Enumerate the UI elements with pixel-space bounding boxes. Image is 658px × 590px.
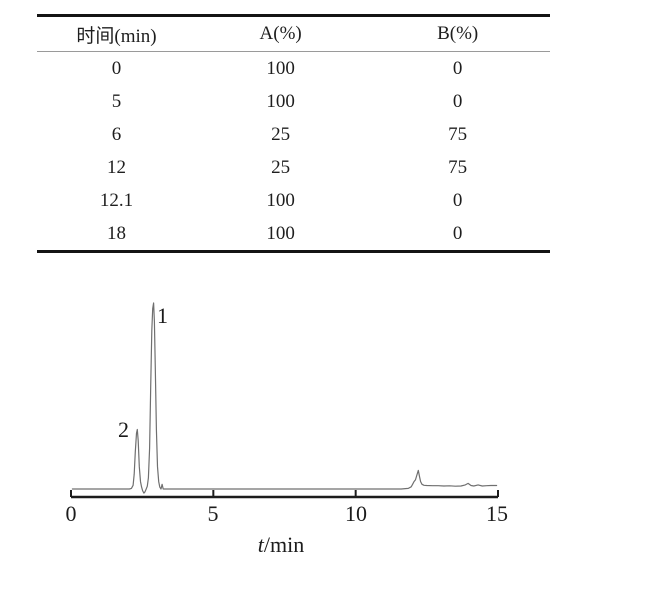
cell-time: 0 [111, 57, 122, 79]
table-row: 12 25 75 [37, 151, 550, 184]
gradient-table-header: 时间(min) A(%) B(%) [37, 15, 550, 52]
cell-a: 100 [266, 222, 295, 244]
cell-a: 25 [271, 123, 291, 145]
cell-time: 5 [111, 90, 122, 112]
x-tick-label-0: 0 [65, 501, 77, 526]
cell-time: 12.1 [99, 189, 134, 211]
col-header-time: 时间(min) [37, 15, 197, 52]
cell-time: 6 [111, 123, 122, 145]
x-axis-label-symbol: t [257, 532, 264, 557]
peak-label-2: 2 [118, 417, 129, 442]
x-tick-label-5: 5 [207, 501, 219, 526]
table-row: 5 100 0 [37, 85, 550, 118]
table-row: 0 100 0 [37, 52, 550, 86]
cell-a: 100 [266, 57, 295, 79]
col-header-b-pct: B(%) [365, 15, 550, 52]
table-row: 6 25 75 [37, 118, 550, 151]
col-header-a-pct: A(%) [196, 15, 366, 52]
cell-a: 100 [266, 90, 295, 112]
x-tick-label-10: 10 [345, 501, 367, 526]
chromatogram-plot [70, 302, 500, 499]
cell-b: 0 [452, 57, 463, 79]
cell-b: 75 [448, 123, 468, 145]
cell-time: 18 [107, 222, 126, 244]
x-axis-label: t/min [258, 532, 304, 558]
cell-b: 0 [452, 90, 463, 112]
gradient-table-body: 0 100 0 5 100 0 6 25 75 12 25 75 12.1 10 [37, 52, 550, 252]
x-tick-label-15: 15 [486, 501, 508, 526]
header-row: 时间(min) A(%) B(%) [37, 15, 550, 52]
cell-b: 0 [452, 222, 463, 244]
cell-b: 75 [448, 156, 468, 178]
table-row: 18 100 0 [37, 217, 550, 252]
peak-label-1: 1 [157, 303, 168, 328]
cell-a: 100 [266, 189, 295, 211]
gradient-table: 时间(min) A(%) B(%) 0 100 0 5 100 0 6 25 7… [37, 14, 550, 253]
cell-a: 25 [271, 156, 291, 178]
cell-time: 12 [107, 156, 126, 178]
cell-b: 0 [452, 189, 463, 211]
table-row: 12.1 100 0 [37, 184, 550, 217]
x-axis-label-unit: /min [263, 532, 305, 557]
chromatogram-figure: 1 2 0 5 10 15 t/min [0, 280, 658, 590]
